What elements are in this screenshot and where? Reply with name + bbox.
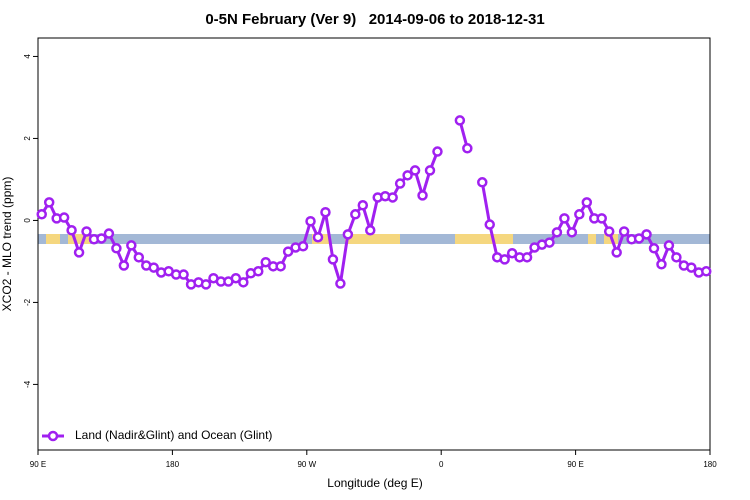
point	[118, 260, 130, 271]
x-tick-label: 90 E	[30, 460, 46, 469]
land-band	[46, 234, 60, 244]
point	[238, 277, 249, 288]
y-axis-label: XCO2 - MLO trend (ppm)	[0, 177, 14, 312]
point	[73, 247, 85, 258]
point	[424, 165, 436, 176]
point	[506, 247, 518, 259]
point	[230, 272, 242, 284]
y-tick-label: 4	[23, 54, 32, 59]
point	[596, 213, 607, 224]
point	[648, 243, 660, 254]
point	[663, 240, 675, 251]
land-band	[345, 234, 400, 244]
point	[275, 261, 286, 272]
point	[394, 178, 406, 189]
point	[521, 252, 533, 263]
point	[432, 146, 443, 157]
point	[126, 240, 137, 251]
point	[671, 252, 682, 263]
point	[603, 226, 615, 237]
point	[282, 246, 294, 257]
point	[342, 229, 354, 240]
legend-label: Land (Nadir&Glint) and Ocean (Glint)	[75, 428, 272, 442]
point	[611, 247, 622, 258]
point	[701, 266, 712, 277]
point	[200, 279, 212, 290]
point	[477, 177, 488, 188]
point	[686, 262, 697, 273]
point	[178, 269, 189, 280]
x-tick-label: 180	[703, 460, 717, 469]
point	[43, 197, 55, 208]
point	[559, 213, 570, 224]
x-tick-label: 180	[166, 460, 180, 469]
point	[484, 219, 495, 230]
y-tick-label: -4	[23, 380, 32, 388]
point	[335, 278, 346, 289]
point	[499, 254, 510, 265]
point	[544, 237, 555, 248]
x-tick-label: 90 W	[297, 460, 316, 469]
point	[148, 262, 159, 273]
x-tick-label: 0	[439, 460, 444, 469]
point	[633, 233, 645, 244]
point	[462, 143, 473, 154]
point	[58, 212, 70, 223]
point	[365, 225, 376, 236]
point	[312, 231, 324, 243]
point	[111, 243, 122, 254]
point	[656, 259, 667, 270]
legend-marker	[47, 430, 59, 442]
chart-title: 0-5N February (Ver 9) 2014-09-06 to 2018…	[205, 11, 544, 28]
x-tick-label: 90 E	[567, 460, 583, 469]
point	[103, 228, 115, 239]
y-tick-label: 2	[23, 136, 32, 141]
point	[618, 226, 630, 237]
y-tick-label: 0	[23, 218, 32, 223]
land-band	[455, 234, 513, 244]
point	[417, 190, 428, 201]
point	[66, 225, 77, 236]
point	[387, 192, 398, 203]
point	[454, 115, 466, 126]
point	[133, 252, 145, 263]
point	[297, 241, 309, 252]
point	[581, 197, 593, 208]
land-band	[588, 234, 596, 244]
point	[320, 206, 331, 218]
plot-frame	[37, 37, 711, 451]
point	[305, 215, 316, 227]
point	[36, 209, 47, 220]
x-axis-label: Longitude (deg E)	[327, 476, 422, 490]
land-band	[68, 234, 90, 244]
point	[551, 227, 563, 238]
point	[409, 165, 421, 176]
point	[81, 226, 92, 237]
point	[402, 170, 413, 181]
point	[253, 266, 264, 277]
point	[357, 200, 369, 211]
y-tick-label: -2	[23, 298, 32, 306]
point	[96, 233, 107, 244]
point	[327, 254, 339, 265]
point	[260, 256, 271, 268]
point	[574, 209, 585, 220]
point	[350, 209, 361, 220]
point	[566, 227, 578, 238]
point	[641, 229, 652, 240]
